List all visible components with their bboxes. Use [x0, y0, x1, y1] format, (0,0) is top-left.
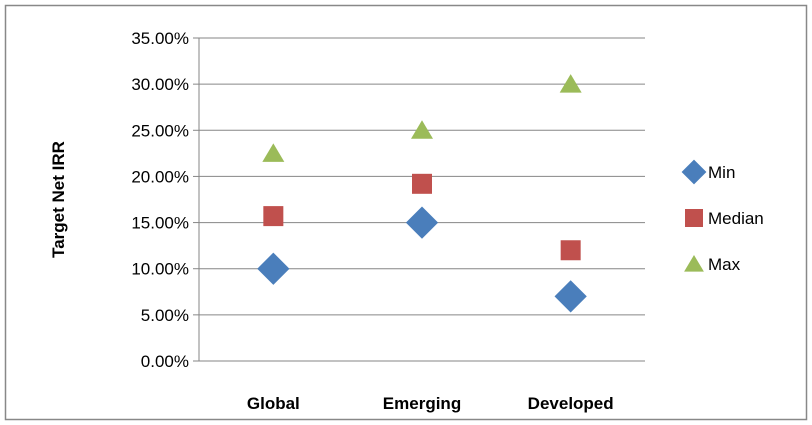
y-tick-label: 15.00%: [131, 214, 189, 233]
legend-marker-min: [681, 159, 707, 185]
data-point-min: [405, 206, 439, 239]
legend-marker-max: [684, 255, 704, 272]
y-tick-label: 10.00%: [131, 260, 189, 279]
x-category-labels: Global Emerging Developed: [247, 394, 614, 413]
legend-label-max: Max: [708, 255, 741, 274]
y-tick-label: 25.00%: [131, 121, 189, 140]
legend-label-median: Median: [708, 209, 764, 228]
chart-border: [4, 4, 808, 421]
axes: [198, 38, 645, 362]
x-category-label: Global: [247, 394, 300, 413]
y-axis-title: Target Net IRR: [49, 141, 68, 258]
y-tick-label: 30.00%: [131, 75, 189, 94]
x-category-label: Developed: [528, 394, 614, 413]
legend-marker-median: [685, 209, 703, 227]
data-point-max: [262, 143, 285, 162]
data-point-max: [411, 120, 433, 139]
data-point-median: [560, 240, 581, 261]
y-tick-label: 5.00%: [141, 306, 189, 325]
y-tick-label: 20.00%: [131, 167, 189, 186]
data-point-min: [554, 280, 587, 313]
data-point-min: [257, 252, 290, 285]
legend-label-min: Min: [708, 163, 735, 182]
data-point-median: [263, 206, 284, 227]
y-tick-label: 35.00%: [131, 29, 189, 48]
legend: Min Median Max: [681, 159, 764, 274]
y-tick-labels: 0.00% 5.00% 10.00% 15.00% 20.00% 25.00% 30.00%…: [131, 29, 189, 371]
y-tick-label: 0.00%: [141, 352, 189, 371]
data-point-max: [559, 74, 582, 93]
data-point-median: [412, 173, 432, 194]
data-markers: [257, 74, 587, 313]
x-category-label: Emerging: [383, 394, 461, 413]
